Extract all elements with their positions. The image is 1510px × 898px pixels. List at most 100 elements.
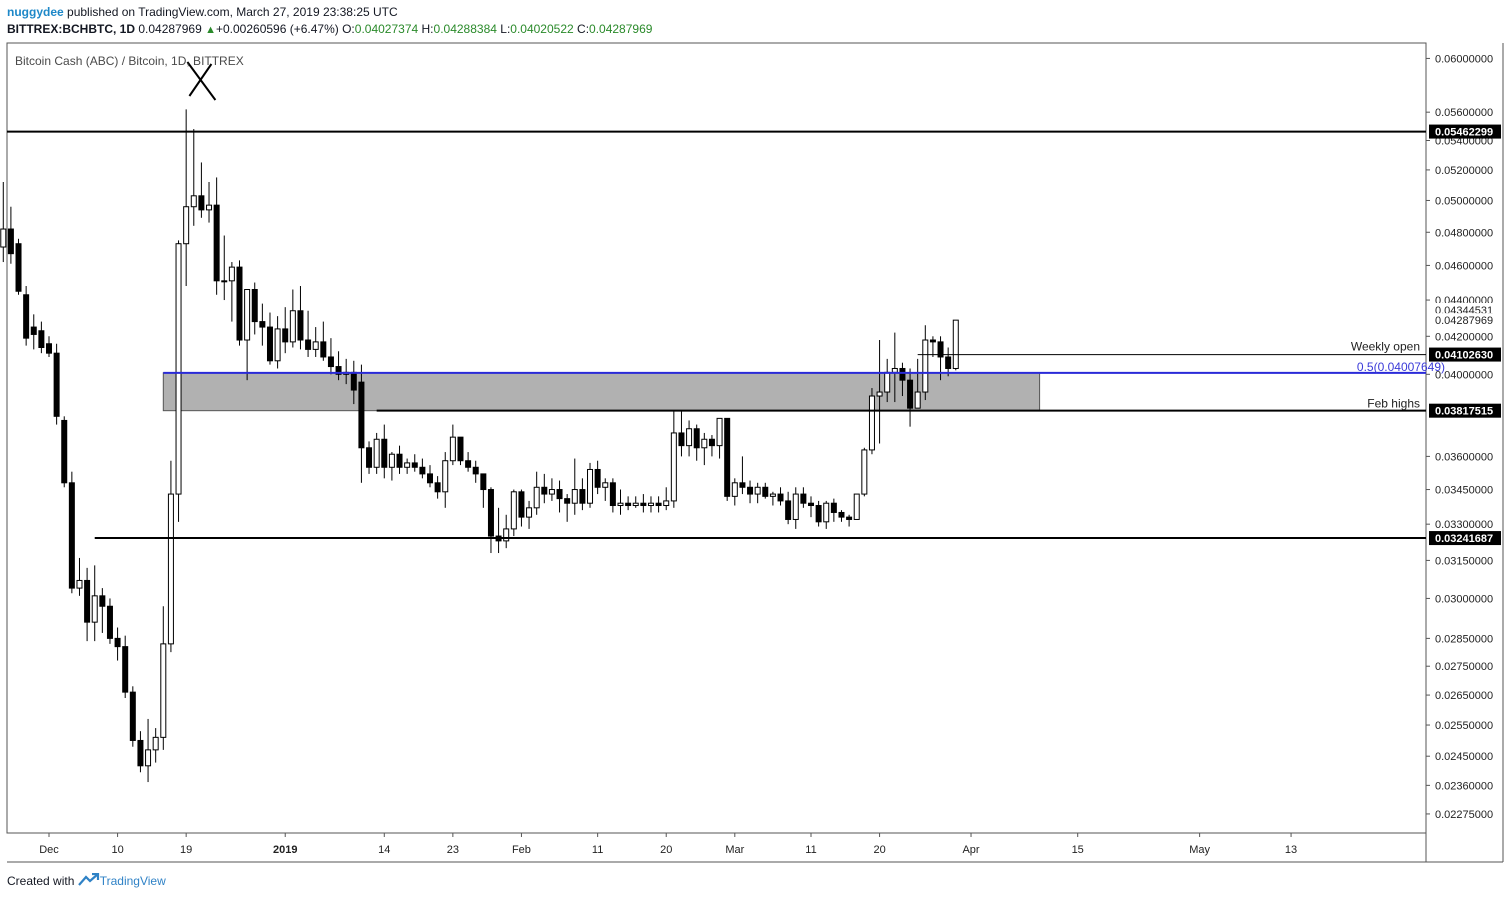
candle-body bbox=[480, 473, 487, 491]
candle-up bbox=[373, 432, 380, 474]
candle-down bbox=[366, 441, 373, 474]
candle-down bbox=[53, 343, 60, 425]
ohlc-line: BITTREX:BCHBTC, 1D 0.04287969 ▲+0.002605… bbox=[7, 22, 652, 36]
candle-down bbox=[320, 321, 327, 361]
candle-body bbox=[884, 371, 891, 393]
candle-body bbox=[274, 328, 281, 362]
candle-down bbox=[808, 496, 814, 518]
cross-mark-stroke bbox=[188, 63, 213, 97]
price-box bbox=[1429, 347, 1501, 362]
candles-layer[interactable] bbox=[0, 109, 959, 783]
x-tick-label: 19 bbox=[180, 844, 192, 856]
x-tick-label: May bbox=[1189, 844, 1210, 856]
candle-body bbox=[792, 493, 799, 520]
candle-down bbox=[480, 473, 487, 508]
price-label: 0.04287969 bbox=[1435, 315, 1493, 327]
candle-body bbox=[213, 204, 220, 282]
candle-body bbox=[23, 294, 30, 339]
candle-body bbox=[579, 489, 586, 504]
candle-body bbox=[754, 486, 761, 495]
candle-body bbox=[693, 428, 700, 449]
candle-down bbox=[487, 487, 494, 554]
candle-body bbox=[830, 502, 837, 513]
candle-up bbox=[868, 388, 875, 455]
x-tick-label: 11 bbox=[805, 844, 816, 856]
candle-body bbox=[922, 339, 929, 393]
candle-down bbox=[556, 480, 563, 513]
candle-up bbox=[769, 491, 776, 506]
y-tick-label: 0.05200000 bbox=[1435, 165, 1493, 177]
candle-down bbox=[838, 510, 845, 522]
candle-body bbox=[853, 493, 860, 520]
candle-up bbox=[503, 514, 510, 549]
candle-body bbox=[556, 489, 563, 500]
candle-body bbox=[373, 438, 380, 468]
candle-body bbox=[259, 321, 266, 328]
candle-body bbox=[503, 528, 510, 542]
candle-body bbox=[15, 243, 22, 292]
price-box-label: 0.03241687 bbox=[1435, 533, 1493, 545]
candle-body bbox=[61, 419, 68, 484]
candle-body bbox=[663, 500, 670, 507]
candle-up bbox=[404, 458, 411, 474]
candle-body bbox=[7, 228, 14, 255]
x-tick-label: Mar bbox=[725, 844, 744, 856]
y-tick-label: 0.03300000 bbox=[1435, 519, 1493, 531]
candle-body bbox=[160, 643, 167, 738]
candle-body bbox=[122, 646, 129, 693]
y-tick-label: 0.02360000 bbox=[1435, 780, 1493, 792]
candle-down bbox=[655, 496, 662, 513]
y-tick-label: 0.04800000 bbox=[1435, 227, 1493, 239]
candle-body bbox=[487, 489, 494, 537]
candle-body bbox=[724, 417, 731, 497]
candle-body bbox=[145, 749, 152, 767]
candle-down bbox=[114, 627, 121, 661]
candle-down bbox=[236, 260, 243, 346]
candle-up bbox=[617, 489, 624, 515]
author-name[interactable]: nuggydee bbox=[7, 5, 64, 19]
x-tick-label: 20 bbox=[660, 844, 672, 856]
candle-body bbox=[152, 736, 159, 751]
candle-body bbox=[442, 460, 449, 493]
open-value: 0.04027374 bbox=[354, 22, 419, 36]
candle-up bbox=[175, 240, 182, 522]
candle-body bbox=[327, 356, 334, 368]
candle-down bbox=[30, 314, 37, 350]
candle-body bbox=[228, 266, 235, 282]
price-change: +0.00260596 (+6.47%) bbox=[215, 22, 339, 36]
candle-up bbox=[91, 565, 98, 642]
y-tick-label: 0.02450000 bbox=[1435, 751, 1493, 763]
candle-body bbox=[747, 486, 754, 495]
candle-body bbox=[381, 438, 388, 468]
candle-body bbox=[686, 428, 693, 447]
tradingview-brand-link[interactable]: TradingView bbox=[99, 874, 166, 888]
candle-up bbox=[548, 478, 555, 501]
candle-down bbox=[282, 307, 289, 354]
candle-up bbox=[274, 316, 281, 369]
candle-down bbox=[579, 478, 586, 511]
candle-down bbox=[411, 454, 418, 472]
candle-body bbox=[808, 502, 814, 507]
candle-down bbox=[693, 424, 700, 461]
zone-layer bbox=[162, 372, 1041, 412]
candle-body bbox=[762, 486, 769, 497]
y-tick-label: 0.02275000 bbox=[1435, 809, 1493, 821]
candle-body bbox=[76, 579, 83, 589]
candle-body bbox=[68, 482, 75, 589]
y-tick-label: 0.03000000 bbox=[1435, 593, 1493, 605]
candle-body bbox=[106, 605, 113, 639]
open-label: O: bbox=[342, 22, 355, 36]
candle-down bbox=[800, 487, 807, 508]
candle-body bbox=[167, 493, 174, 645]
candle-body bbox=[396, 453, 403, 468]
candle-down bbox=[419, 458, 426, 479]
candle-down bbox=[15, 238, 22, 295]
candle-body bbox=[358, 381, 365, 449]
candle-up bbox=[914, 358, 921, 409]
chart-frame bbox=[6, 42, 1504, 863]
candle-body bbox=[815, 505, 822, 523]
candle-body bbox=[769, 493, 776, 497]
candle-down bbox=[907, 368, 914, 427]
candle-up bbox=[754, 482, 761, 504]
